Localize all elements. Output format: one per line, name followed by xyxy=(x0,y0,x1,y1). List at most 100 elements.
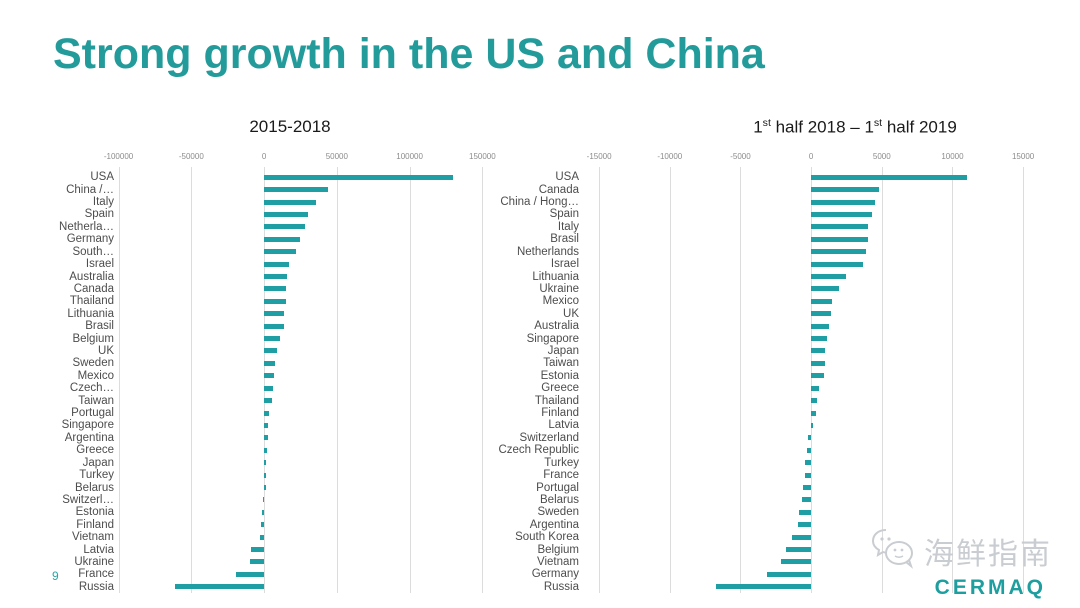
country-label: Estonia xyxy=(540,369,579,382)
country-label: Spain xyxy=(84,208,114,221)
country-label: Ukraine xyxy=(539,282,579,295)
bar-turkey xyxy=(264,472,266,478)
bar-israel xyxy=(811,261,864,267)
country-label: Germany xyxy=(66,233,114,246)
bar-canada xyxy=(811,187,879,193)
gridline xyxy=(952,167,954,593)
cermaq-logo: CERMAQ xyxy=(934,576,1046,599)
page-number: 9 xyxy=(52,569,59,583)
country-label: Belgium xyxy=(72,332,114,345)
gridline xyxy=(599,167,601,593)
gridline xyxy=(264,167,266,593)
bar-japan xyxy=(811,348,826,354)
bar-australia xyxy=(264,274,288,279)
bar-south-korea xyxy=(792,534,812,540)
country-label: Israel xyxy=(550,258,579,271)
bar-switzerl xyxy=(262,497,265,503)
country-label: Singapore xyxy=(526,332,579,345)
country-label: Australia xyxy=(69,270,114,283)
bar-switzerland xyxy=(807,435,812,441)
bar-france xyxy=(236,571,265,577)
country-label: Singapore xyxy=(61,419,114,432)
country-label: Vietnam xyxy=(72,531,114,544)
gridline xyxy=(482,167,484,593)
bar-italy xyxy=(264,199,317,205)
axis-tick-label: 100000 xyxy=(396,152,423,161)
bar-netherla xyxy=(264,224,305,230)
axis-tick-label: 10000 xyxy=(941,152,964,161)
bar-spain xyxy=(264,211,308,217)
axis-tick-label: -5000 xyxy=(730,152,751,161)
country-label: Japan xyxy=(547,344,579,357)
axis-tick-label: 0 xyxy=(261,152,267,161)
bar-thailand xyxy=(264,298,286,304)
gridline xyxy=(1023,167,1025,593)
gridline xyxy=(881,167,883,593)
wechat-bubbles-icon xyxy=(870,527,916,574)
country-label: Taiwan xyxy=(543,357,579,370)
country-label: China / Hong… xyxy=(500,196,579,209)
country-label: Czech Republic xyxy=(498,444,579,457)
bar-belgium xyxy=(264,336,281,342)
bar-estonia xyxy=(261,509,265,515)
country-label: Thailand xyxy=(534,394,579,407)
country-label: France xyxy=(78,568,114,581)
bar-russia xyxy=(175,584,265,590)
bar-belarus xyxy=(801,497,812,503)
country-label: Portugal xyxy=(71,407,114,420)
country-label: Australia xyxy=(534,320,579,333)
bar-turkey xyxy=(805,460,812,466)
axis-tick-label: 0 xyxy=(808,152,814,161)
bar-taiwan xyxy=(264,398,273,404)
axis-tick-label: -50000 xyxy=(178,152,204,161)
country-label: Argentina xyxy=(64,431,114,444)
bar-portugal xyxy=(264,410,270,416)
bar-latvia xyxy=(250,547,265,553)
gridline xyxy=(118,167,120,593)
bar-czech-republic xyxy=(806,447,812,453)
bar-china xyxy=(264,187,329,193)
bar-canada xyxy=(264,286,286,292)
country-label: Sweden xyxy=(537,506,579,519)
country-label: UK xyxy=(563,307,579,320)
country-label: Czech… xyxy=(69,382,114,395)
bar-sweden xyxy=(799,509,812,515)
bar-brasil xyxy=(811,236,868,242)
country-label: USA xyxy=(555,171,579,184)
gridline xyxy=(409,167,411,593)
bar-netherlands xyxy=(811,249,867,255)
bar-greece xyxy=(811,385,819,391)
bar-spain xyxy=(811,211,872,217)
country-label: Latvia xyxy=(83,543,114,556)
country-label: Mexico xyxy=(77,369,114,382)
bar-vietnam xyxy=(260,534,265,540)
chart-title-right: 1st half 2018 – 1st half 2019 xyxy=(753,117,957,137)
country-label: Turkey xyxy=(544,456,579,469)
bar-finland xyxy=(261,522,265,528)
bar-mexico xyxy=(811,298,832,304)
country-label: Taiwan xyxy=(78,394,114,407)
country-label: Netherla… xyxy=(59,220,114,233)
bar-france xyxy=(804,472,812,478)
gridline xyxy=(191,167,193,593)
bar-lithuania xyxy=(264,311,285,317)
bar-australia xyxy=(811,323,830,329)
country-label: Spain xyxy=(549,208,579,221)
page-title: Strong growth in the US and China xyxy=(53,30,765,78)
axis-tick-label: 150000 xyxy=(468,152,496,161)
country-label: Belgium xyxy=(537,543,579,556)
bar-russia xyxy=(716,584,812,590)
country-label: Latvia xyxy=(548,419,579,432)
bar-brasil xyxy=(264,323,285,329)
country-label: Lithuania xyxy=(532,270,579,283)
bar-lithuania xyxy=(811,274,847,279)
axis-tick-label: 50000 xyxy=(325,152,348,161)
country-label: Switzerl… xyxy=(62,493,114,506)
bar-italy xyxy=(811,224,869,230)
gridline xyxy=(811,167,813,593)
bar-argentina xyxy=(264,435,268,441)
country-label: Estonia xyxy=(75,506,114,519)
country-label: Mexico xyxy=(542,295,579,308)
country-label: Russia xyxy=(543,580,579,593)
